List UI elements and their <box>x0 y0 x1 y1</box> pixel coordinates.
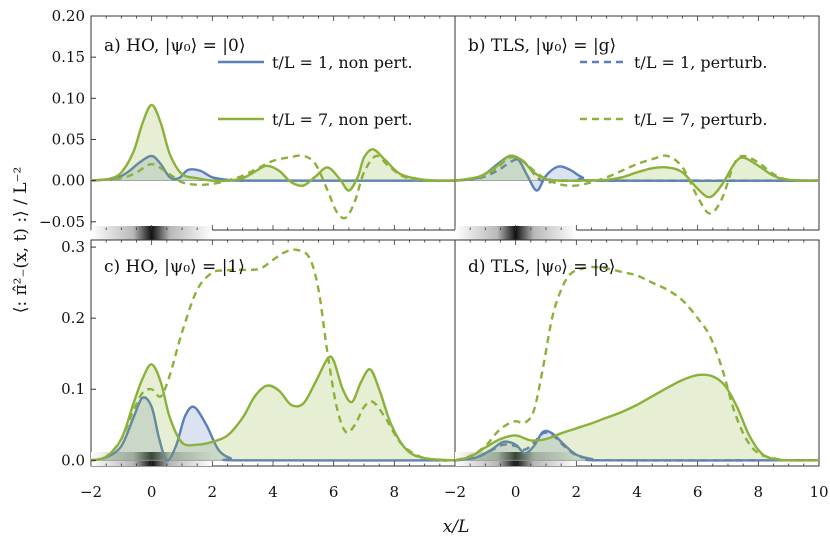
y-tick-label-a-2: 0.05 <box>52 130 85 148</box>
series-fill-c-1 <box>91 356 455 461</box>
series-fill-a-0 <box>91 155 455 181</box>
x-axis-label: x/L <box>443 517 470 537</box>
legend-right: t/L = 1, perturb. t/L = 7, perturb. <box>580 53 767 129</box>
x-tick-label-d-3: 4 <box>632 483 642 501</box>
series-fill-b-2 <box>455 155 819 198</box>
x-tick-label-c-2: 2 <box>208 483 218 501</box>
y-tick-label-a-3: 0.10 <box>52 89 85 107</box>
x-tick-label-d-0: −2 <box>444 483 466 501</box>
x-tick-label-d-6: 10 <box>809 483 828 501</box>
legend-left: t/L = 1, non pert. t/L = 7, non pert. <box>218 53 413 129</box>
legend-label-t7-perturb: t/L = 7, perturb. <box>634 110 767 129</box>
series-line-c-2 <box>90 248 456 462</box>
legend-label-t7-nonpert: t/L = 7, non pert. <box>272 110 413 129</box>
x-tick-label-d-4: 6 <box>693 483 703 501</box>
series-line-d-1 <box>454 431 820 462</box>
series-line-a-2 <box>90 154 456 220</box>
legend-label-t1-perturb: t/L = 1, perturb. <box>634 53 767 72</box>
panel-d: −2 0 2 4 6 8 10 d) TLS, |ψ₀⟩ = |e⟩ <box>444 239 829 501</box>
y-tick-label-a-5: 0.20 <box>52 7 85 25</box>
x-tick-label-c-0: −2 <box>80 483 102 501</box>
panel-title-a: a) HO, |ψ₀⟩ = |0⟩ <box>104 36 245 56</box>
panel-title-c: c) HO, |ψ₀⟩ = |1⟩ <box>104 257 245 277</box>
series-fill-d-2 <box>455 374 819 461</box>
panel-title-b: b) TLS, |ψ₀⟩ = |g⟩ <box>468 36 616 56</box>
series-line-c-0 <box>90 396 456 462</box>
panel-c: 0.0 0.1 0.2 0.3 −2 0 2 4 6 8 c) HO, |ψ₀⟩ = |1⟩ <box>61 238 456 501</box>
y-tick-label-a-1: 0.00 <box>52 172 85 190</box>
series-line-d-2 <box>454 373 820 462</box>
x-tick-label-c-5: 8 <box>390 483 400 501</box>
y-tick-label-c-0: 0.0 <box>61 451 85 469</box>
series-line-c-1 <box>90 355 456 462</box>
gaussian-strip-d <box>455 452 577 466</box>
x-tick-label-c-3: 4 <box>268 483 278 501</box>
x-tick-label-c-4: 6 <box>329 483 339 501</box>
series-line-a-1 <box>90 103 456 192</box>
series-fill-a-1 <box>91 104 455 191</box>
series-line-b-3 <box>454 154 820 215</box>
y-tick-label-a-0: −0.05 <box>39 213 85 231</box>
x-tick-label-d-2: 2 <box>572 483 582 501</box>
series-line-d-3 <box>454 265 820 462</box>
x-tick-label-d-1: 0 <box>511 483 521 501</box>
y-tick-label-c-2: 0.2 <box>61 309 85 327</box>
panel-b: b) TLS, |ψ₀⟩ = |g⟩ <box>454 15 820 240</box>
legend-label-t1-nonpert: t/L = 1, non pert. <box>272 53 413 72</box>
y-tick-label-a-4: 0.15 <box>52 48 85 66</box>
panel-title-d: d) TLS, |ψ₀⟩ = |e⟩ <box>468 257 615 277</box>
series-fill-c-0 <box>91 397 455 461</box>
gaussian-strip-c <box>91 452 213 466</box>
y-tick-label-c-1: 0.1 <box>61 380 85 398</box>
panel-a: −0.05 0.00 0.05 0.10 0.15 0.20 a) HO, |ψ₀⟩ = … <box>39 7 456 240</box>
y-axis-label: ⟨: π̂²₋(x, t) :⟩ / L⁻² <box>11 167 31 314</box>
x-tick-label-d-5: 8 <box>754 483 764 501</box>
y-tick-label-c-3: 0.3 <box>61 238 85 256</box>
x-tick-label-c-1: 0 <box>147 483 157 501</box>
